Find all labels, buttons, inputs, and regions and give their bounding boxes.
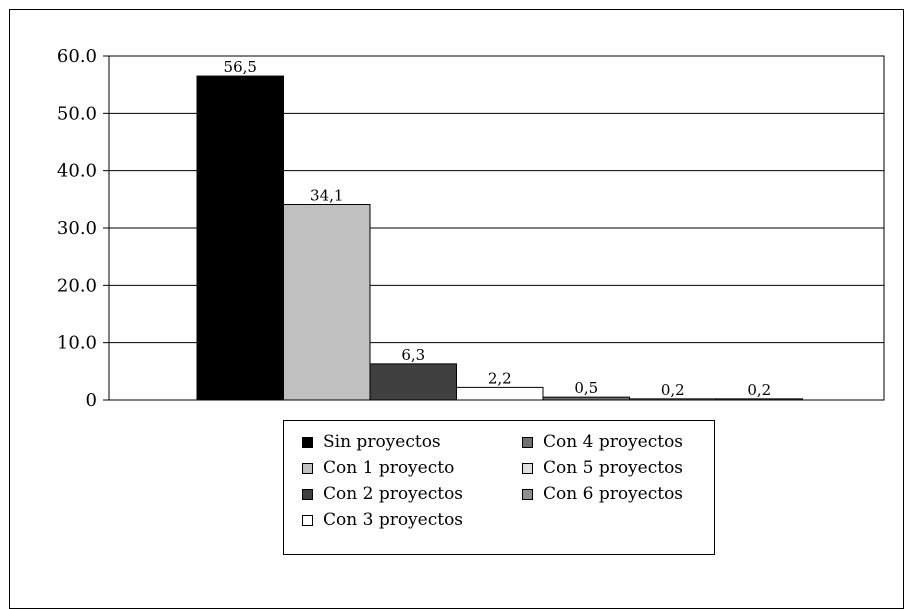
- data-label: 34,1: [310, 186, 343, 204]
- y-tick-label: 10.0: [57, 333, 97, 354]
- legend-item-con-2-proyectos: Con 2 proyectos: [302, 483, 463, 505]
- legend-item-con-6-proyectos: Con 6 proyectos: [522, 483, 683, 505]
- bar-con-3-proyectos: [456, 386, 544, 401]
- bar-con-4-proyectos: [542, 396, 630, 401]
- legend-label: Con 3 proyectos: [323, 510, 464, 530]
- legend-label: Con 5 proyectos: [543, 458, 684, 478]
- legend-swatch: [302, 436, 313, 448]
- y-tick-label: 60.0: [57, 46, 97, 67]
- bars: [196, 75, 803, 401]
- y-tick-label: 50.0: [57, 103, 97, 124]
- legend-label: Sin proyectos: [323, 432, 441, 452]
- legend-item-con-4-proyectos: Con 4 proyectos: [522, 431, 683, 453]
- data-labels: 56,5 34,1 6,3 2,2 0,5 0,2 0,2: [224, 58, 772, 399]
- y-tick-label: 30.0: [57, 218, 97, 239]
- legend-swatch: [302, 462, 313, 474]
- y-axis: 0 10.0 20.0 30.0 40.0 50.0 60.0: [57, 46, 109, 411]
- legend-label: Con 1 proyecto: [323, 458, 455, 478]
- legend-swatch: [302, 514, 313, 526]
- legend-swatch: [522, 488, 533, 500]
- legend-label: Con 4 proyectos: [543, 432, 684, 452]
- data-label: 0,5: [574, 379, 598, 397]
- data-label: 2,2: [488, 369, 512, 387]
- bar-con-6-proyectos: [715, 398, 803, 401]
- bar-con-5-proyectos: [629, 398, 717, 401]
- bar-con-2-proyectos: [369, 363, 457, 401]
- legend-item-sin-proyectos: Sin proyectos: [302, 431, 441, 453]
- legend-label: Con 6 proyectos: [543, 484, 684, 504]
- data-label: 0,2: [661, 381, 685, 399]
- legend-item-con-3-proyectos: Con 3 proyectos: [302, 509, 463, 531]
- y-tick-label: 20.0: [57, 275, 97, 296]
- legend-item-con-5-proyectos: Con 5 proyectos: [522, 457, 683, 479]
- data-label: 6,3: [401, 346, 425, 364]
- legend: Sin proyectos Con 1 proyecto Con 2 proye…: [283, 420, 715, 555]
- bar-sin-proyectos: [196, 75, 284, 401]
- bar-chart: 0 10.0 20.0 30.0 40.0 50.0 60.0 56,5 34,1 6,3 2,2…: [57, 46, 885, 411]
- legend-label: Con 2 proyectos: [323, 484, 464, 504]
- legend-swatch: [522, 462, 533, 474]
- legend-item-con-1-proyecto: Con 1 proyecto: [302, 457, 454, 479]
- bar-con-1-proyecto: [283, 203, 371, 401]
- y-tick-label: 0: [86, 390, 97, 411]
- legend-swatch: [302, 488, 313, 500]
- data-label: 56,5: [224, 58, 257, 76]
- y-tick-label: 40.0: [57, 161, 97, 182]
- data-label: 0,2: [747, 381, 771, 399]
- legend-swatch: [522, 436, 533, 448]
